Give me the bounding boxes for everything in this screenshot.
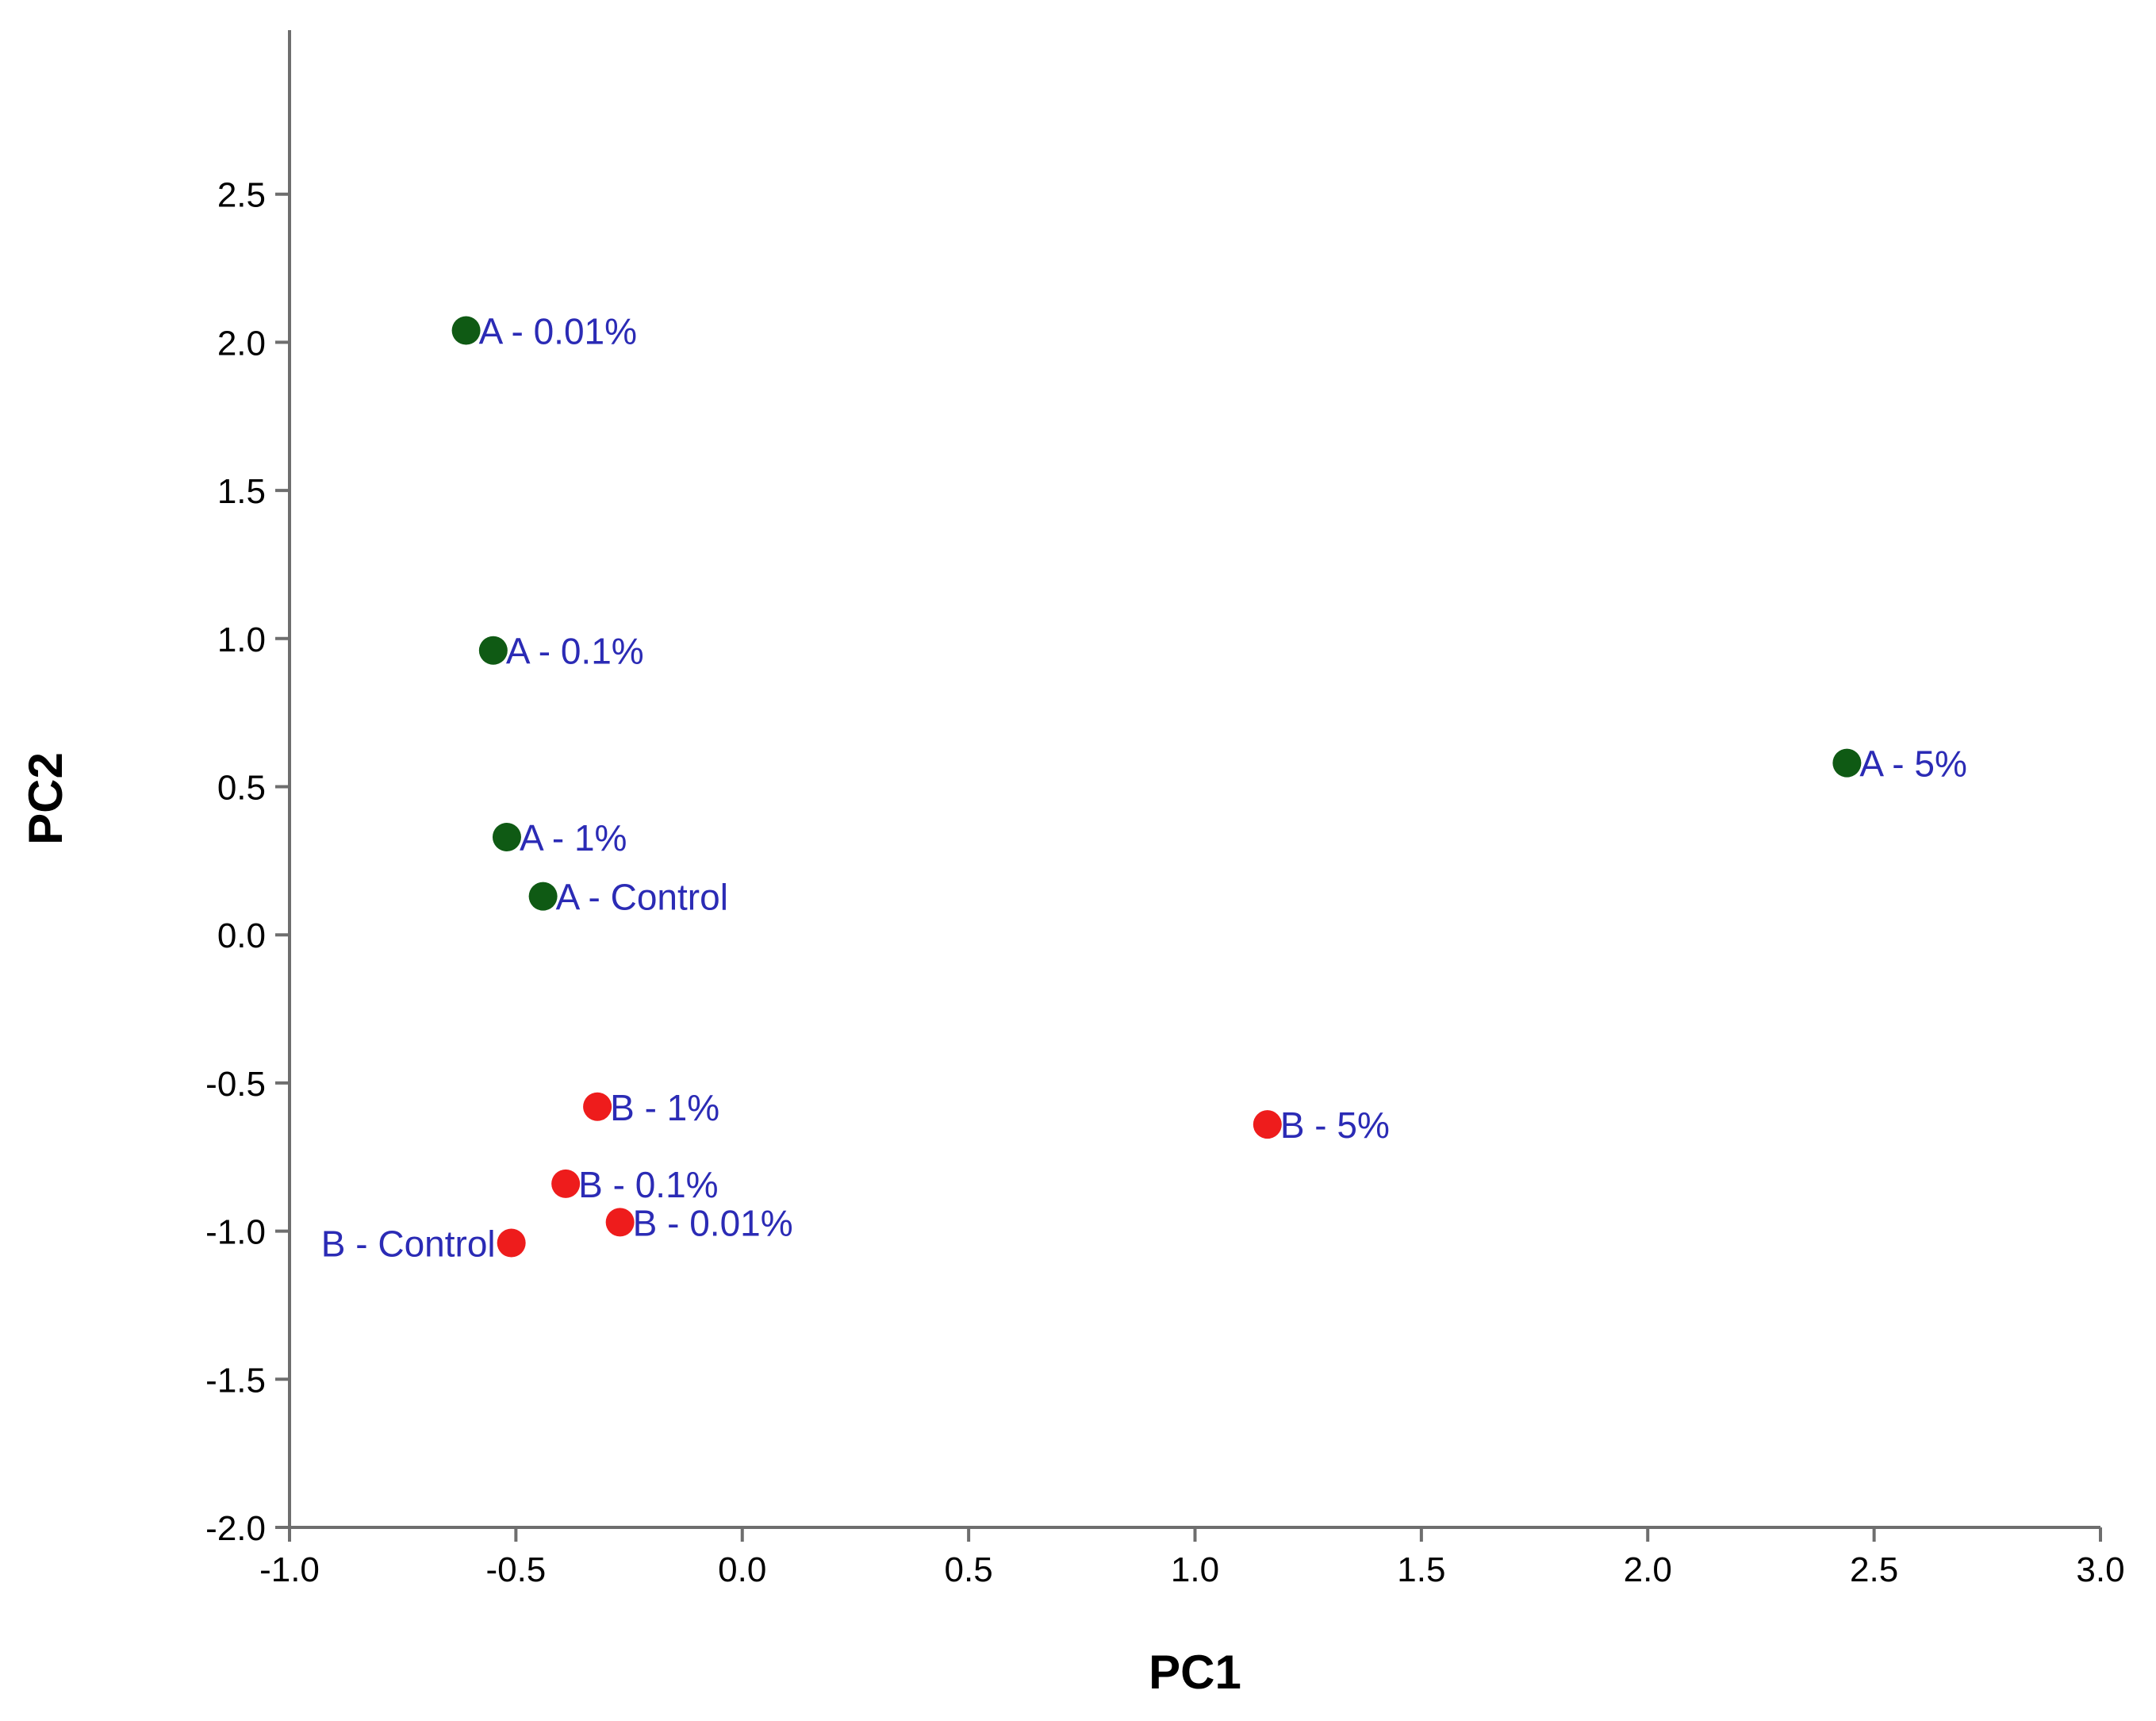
y-tick-label: 2.5 — [217, 176, 266, 215]
data-point-label: A - 1% — [520, 817, 627, 859]
data-point-label: B - 5% — [1280, 1104, 1390, 1146]
data-point-b — [497, 1228, 526, 1258]
data-point-label: B - Control — [321, 1224, 496, 1265]
data-point-label: B - 0.01% — [633, 1202, 793, 1243]
data-point-label: A - 0.1% — [506, 631, 644, 672]
data-points — [451, 316, 1862, 1258]
y-tick-label: 0.0 — [217, 916, 266, 955]
x-axis-ticks: -1.0 -0.5 0.0 0.5 1.0 1.5 2.0 2.5 3.0 — [259, 1527, 2125, 1589]
data-point-label: A - 5% — [1859, 743, 1967, 785]
y-tick-label: -0.5 — [205, 1065, 266, 1104]
data-point-b — [605, 1208, 635, 1237]
x-tick-label: -1.0 — [259, 1550, 320, 1589]
x-axis-title: PC1 — [1149, 1646, 1241, 1699]
x-tick-label: 0.0 — [718, 1550, 766, 1589]
data-point-label: A - Control — [556, 877, 728, 918]
y-tick-label: 1.0 — [217, 620, 266, 659]
data-point-label: B - 0.1% — [578, 1164, 718, 1205]
data-point-labels: A - 0.01% A - 0.1% A - 1% A - Control A - 5%… — [321, 310, 1967, 1264]
y-tick-label: 2.0 — [217, 324, 266, 363]
y-axis-ticks: -2.0 -1.5 -1.0 -0.5 0.0 0.5 1.0 1.5 2.0 2.5 — [205, 176, 290, 1548]
y-tick-label: -1.0 — [205, 1213, 266, 1252]
x-tick-label: 2.5 — [1850, 1550, 1898, 1589]
x-tick-label: 3.0 — [2076, 1550, 2124, 1589]
data-point-a — [492, 822, 521, 851]
data-point-a — [451, 316, 481, 345]
y-tick-label: 1.5 — [217, 472, 266, 511]
data-point-b — [551, 1169, 581, 1198]
data-point-a — [1832, 748, 1862, 778]
y-tick-label: 0.5 — [217, 769, 266, 808]
x-tick-label: 1.0 — [1171, 1550, 1219, 1589]
data-point-b — [583, 1092, 612, 1121]
x-tick-label: 1.5 — [1397, 1550, 1445, 1589]
data-point-label: B - 1% — [610, 1087, 719, 1128]
data-point-label: A - 0.01% — [479, 310, 637, 351]
x-tick-label: 2.0 — [1624, 1550, 1672, 1589]
y-tick-label: -1.5 — [205, 1361, 266, 1400]
data-point-a — [478, 636, 508, 665]
y-axis-title: PC2 — [19, 752, 72, 845]
y-tick-label: -2.0 — [205, 1509, 266, 1548]
x-tick-label: -0.5 — [485, 1550, 546, 1589]
data-point-b — [1253, 1110, 1282, 1139]
data-point-a — [528, 882, 558, 911]
x-tick-label: 0.5 — [945, 1550, 993, 1589]
